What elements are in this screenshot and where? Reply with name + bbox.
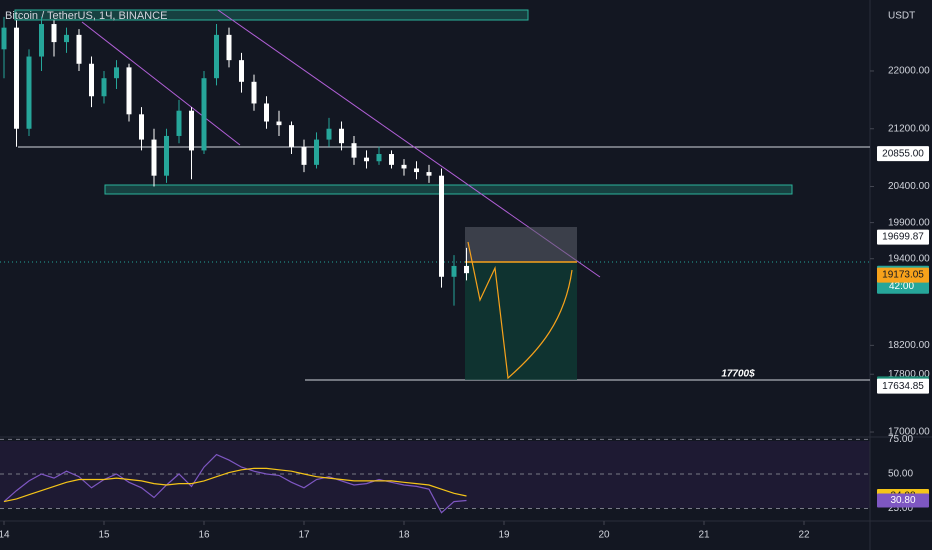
candle-body xyxy=(376,154,382,162)
candle-body xyxy=(301,146,307,165)
candle-body xyxy=(39,24,44,57)
price-tag xyxy=(877,229,929,245)
candle-body xyxy=(126,67,132,115)
candle-body xyxy=(214,34,219,79)
candle-body xyxy=(351,143,357,158)
candle-body xyxy=(251,81,257,104)
y-tick-label: 20400.00 xyxy=(888,181,930,192)
candle-body xyxy=(64,34,69,43)
candle-body xyxy=(201,78,207,151)
x-tick-label: 20 xyxy=(598,530,610,541)
rsi-tick-label: 50.00 xyxy=(888,469,913,480)
rsi-line xyxy=(3,453,467,514)
price-tag-label: 19699.87 xyxy=(882,232,924,243)
price-tag-label: 19173.05 xyxy=(882,270,924,281)
candle-body xyxy=(464,265,469,274)
y-tick-label: 19400.00 xyxy=(888,253,930,264)
candle-body xyxy=(276,121,282,126)
x-tick-label: 18 xyxy=(398,530,410,541)
price-tag xyxy=(877,378,929,394)
annotation: 17700$ xyxy=(721,369,755,380)
target-zone xyxy=(465,262,577,380)
candle-body xyxy=(314,139,319,165)
y-tick-label: 21200.00 xyxy=(888,123,930,134)
candle-body xyxy=(451,265,457,277)
y-tick-label: 19900.00 xyxy=(888,217,930,228)
rsi-tick-label: 75.00 xyxy=(888,434,913,445)
candle-body xyxy=(326,128,332,140)
y-tick-label: 17800.00 xyxy=(888,369,930,380)
stop-zone xyxy=(465,227,577,262)
y-tick-label: 17000.00 xyxy=(888,427,930,438)
rsi-line xyxy=(3,467,467,503)
price-tag-countdown: 42:00 xyxy=(889,281,914,292)
candle-body xyxy=(164,135,169,176)
price-tag xyxy=(877,267,929,283)
candle-body xyxy=(364,157,369,162)
candle-body xyxy=(101,78,107,97)
x-tick-label: 19 xyxy=(498,530,510,541)
projection-path xyxy=(467,241,573,380)
x-tick-label: 17 xyxy=(298,530,310,541)
candle-body xyxy=(339,128,344,144)
resistance-zone xyxy=(14,9,529,21)
candle-body xyxy=(189,110,194,151)
candle-body xyxy=(239,60,244,82)
trend-line xyxy=(81,21,241,146)
candle-body xyxy=(114,67,119,79)
candle-body xyxy=(139,114,144,140)
y-tick-label: 18200.00 xyxy=(888,340,930,351)
x-tick-label: 15 xyxy=(98,530,110,541)
candle-body xyxy=(26,56,32,129)
price-tag xyxy=(877,146,929,162)
candle-body xyxy=(426,172,432,176)
candle-body xyxy=(439,175,444,277)
candle-body xyxy=(389,154,394,165)
candle-body xyxy=(401,164,407,169)
price-tag-label: 17634.85 xyxy=(882,381,924,392)
candle-body xyxy=(76,34,82,64)
x-tick-label: 21 xyxy=(698,530,710,541)
rsi-tag xyxy=(877,493,929,508)
y-tick-label: 22000.00 xyxy=(888,66,930,77)
candle-body xyxy=(1,27,7,50)
x-tick-label: 16 xyxy=(198,530,210,541)
candle-body xyxy=(14,27,19,129)
x-tick-label: 22 xyxy=(798,530,810,541)
rsi-tag-label: 30.80 xyxy=(890,495,915,506)
candle-body xyxy=(151,139,157,176)
candle-body xyxy=(264,103,269,122)
chart-title: Bitcoin / TetherUS, 1Ч, BINANCE xyxy=(5,10,167,22)
rsi-tick-label: 25.00 xyxy=(888,503,913,514)
currency-label: USDT xyxy=(888,11,915,22)
candle-body xyxy=(414,168,419,173)
candle-body xyxy=(226,34,232,61)
support-zone xyxy=(104,184,793,195)
candle-body xyxy=(51,24,57,43)
candle-body xyxy=(89,63,94,97)
candle-body xyxy=(289,125,294,147)
candle-body xyxy=(176,110,182,136)
rsi-band xyxy=(0,441,870,508)
x-tick-label: 14 xyxy=(0,530,10,541)
price-tag-label: 20855.00 xyxy=(882,148,924,159)
